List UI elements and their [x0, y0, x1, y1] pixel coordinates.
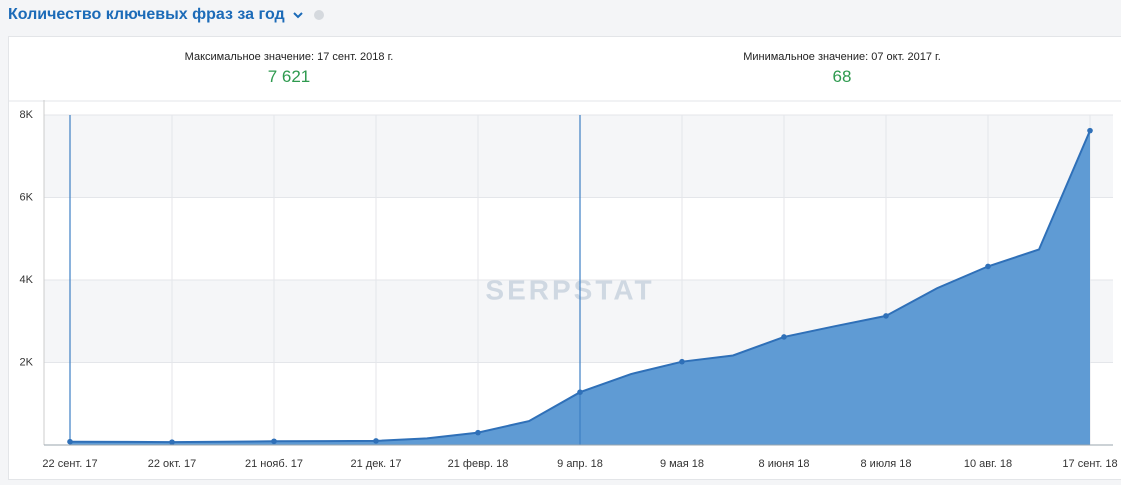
- x-tick-label: 21 дек. 17: [351, 458, 402, 470]
- point: [781, 334, 787, 340]
- point: [1087, 127, 1093, 134]
- x-tick-label: 17 сент. 18: [1062, 458, 1117, 470]
- x-tick-label: 22 сент. 17: [42, 458, 97, 470]
- x-tick-label: 22 окт. 17: [148, 458, 197, 470]
- x-tick-label: 10 авг. 18: [964, 458, 1012, 470]
- stat-value: 68: [832, 67, 852, 86]
- point: [985, 263, 991, 270]
- point: [67, 438, 73, 445]
- watermark: SERPSTAT: [485, 274, 654, 305]
- max-stat: Максимальное значение: 17 сент. 2018 г. …: [89, 51, 489, 87]
- area: [70, 130, 1090, 446]
- x-tick-label: 9 мая 18: [660, 458, 704, 470]
- stat-label: Минимальное значение: 07 окт. 2017 г.: [743, 51, 941, 63]
- y-tick-label: 2K: [20, 356, 34, 368]
- x-tick-label: 8 июля 18: [861, 458, 912, 470]
- grid-band: [44, 115, 1113, 198]
- x-tick-label: 9 апр. 18: [557, 458, 603, 470]
- title: Количество ключевых фраз за год: [8, 6, 285, 23]
- min-stat: Минимальное значение: 07 окт. 2017 г. 68: [642, 51, 1042, 87]
- point: [577, 389, 583, 396]
- point: [169, 439, 175, 445]
- info-icon[interactable]: [313, 9, 325, 21]
- stat-label: Максимальное значение: 17 сент. 2018 г.: [184, 51, 394, 63]
- y-tick-label: 4K: [20, 274, 34, 286]
- point: [271, 438, 277, 445]
- point: [883, 313, 889, 319]
- y-tick-label: 8K: [20, 109, 34, 121]
- x-tick-label: 8 июня 18: [759, 458, 810, 470]
- point: [373, 438, 379, 444]
- y-tick-label: 6K: [20, 191, 34, 203]
- x-tick-label: 21 нояб. 17: [245, 458, 303, 470]
- x-tick-label: 21 февр. 18: [448, 458, 509, 470]
- stat-value: 7 621: [267, 67, 311, 86]
- header: Количество ключевых фраз за год: [8, 6, 325, 24]
- point: [475, 429, 481, 436]
- chevron[interactable]: [291, 8, 305, 22]
- point: [679, 358, 685, 365]
